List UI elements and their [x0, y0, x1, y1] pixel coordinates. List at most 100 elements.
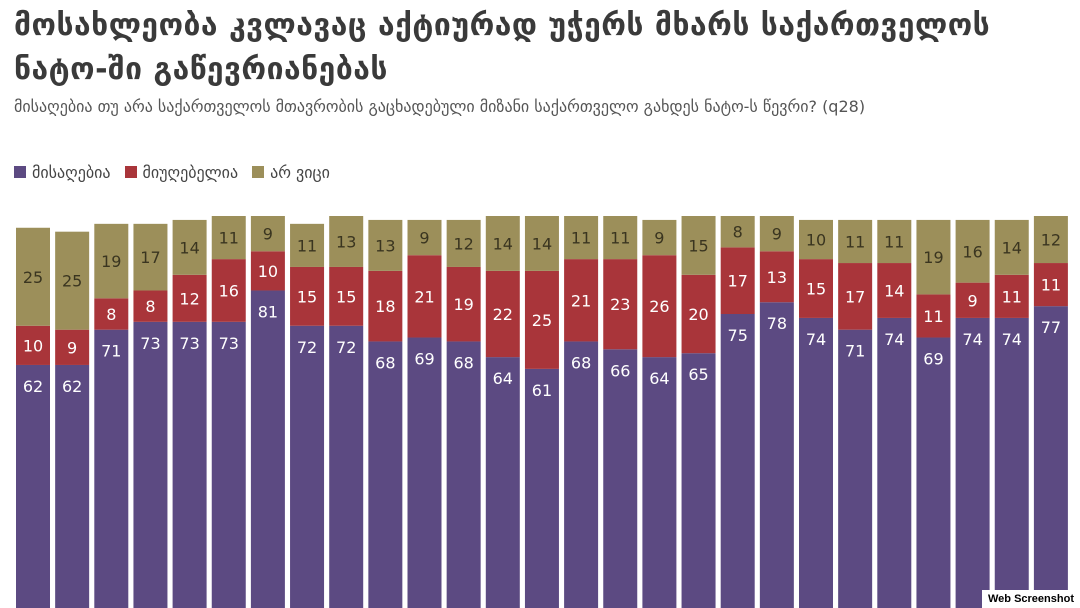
data-label-unaccept: 21 [414, 287, 434, 306]
bar-segment-accept [877, 317, 912, 608]
data-label-dontknow: 14 [179, 238, 199, 257]
data-label-accept: 73 [219, 334, 239, 353]
data-label-dontknow: 16 [962, 242, 982, 261]
bar-segment-unaccept [759, 251, 794, 303]
bar-segment-unaccept [799, 259, 833, 318]
data-label-dontknow: 8 [733, 223, 743, 242]
bar-segment-unaccept [55, 329, 90, 365]
data-label-unaccept: 18 [375, 297, 395, 316]
bar-segment-dontknow [524, 216, 559, 271]
bar-segment-unaccept [642, 255, 677, 358]
data-label-unaccept: 9 [67, 338, 77, 357]
data-label-unaccept: 11 [923, 307, 943, 326]
bar-segment-dontknow [446, 219, 481, 267]
data-label-unaccept: 10 [23, 336, 43, 355]
legend: მისაღებია მიუღებელია არ ვიცი [14, 160, 330, 184]
data-label-dontknow: 19 [923, 248, 943, 267]
bar-segment-unaccept [1033, 263, 1068, 307]
bar-segment-accept [642, 357, 677, 608]
data-label-dontknow: 15 [688, 236, 708, 255]
data-label-unaccept: 10 [258, 262, 278, 281]
legend-label-dontknow: არ ვიცი [270, 162, 330, 182]
data-label-unaccept: 14 [884, 281, 904, 300]
bar-segment-accept [211, 321, 246, 608]
bar-segment-dontknow [916, 219, 951, 295]
data-label-dontknow: 14 [1002, 238, 1022, 257]
bar-segment-dontknow [407, 219, 442, 256]
data-label-accept: 62 [23, 377, 43, 396]
bar-segment-unaccept [250, 251, 285, 291]
data-label-unaccept: 15 [336, 287, 356, 306]
data-label-accept: 71 [845, 342, 865, 361]
data-label-unaccept: 26 [649, 297, 669, 316]
data-label-accept: 74 [962, 330, 982, 349]
data-label-dontknow: 11 [571, 229, 591, 248]
data-label-dontknow: 14 [532, 234, 552, 253]
bar-segment-dontknow [759, 216, 794, 252]
data-label-unaccept: 16 [219, 281, 239, 300]
data-label-unaccept: 17 [728, 272, 748, 291]
bar-segment-dontknow [485, 216, 520, 271]
data-label-unaccept: 25 [532, 311, 552, 330]
data-label-accept: 69 [923, 350, 943, 369]
legend-item-dontknow: არ ვიცი [252, 163, 330, 182]
bar-segment-accept [838, 329, 873, 608]
bar-segment-dontknow [955, 219, 990, 283]
bar-segment-accept [368, 341, 403, 608]
data-label-unaccept: 13 [767, 268, 787, 287]
legend-swatch-accept [14, 166, 26, 178]
bar-segment-accept [1033, 306, 1068, 608]
data-label-unaccept: 8 [145, 297, 155, 316]
bar-segment-dontknow [172, 219, 207, 275]
bar-segment-accept [603, 349, 638, 608]
bar-segment-accept [994, 317, 1029, 608]
bar-segment-accept [759, 302, 794, 608]
bar-segment-accept [55, 364, 90, 608]
bar-segment-accept [94, 329, 129, 608]
bar-segment-dontknow [720, 216, 755, 248]
bar-segment-dontknow [368, 219, 403, 271]
legend-swatch-dontknow [252, 166, 265, 178]
data-label-unaccept: 15 [297, 287, 317, 306]
bar-segment-accept [485, 357, 520, 608]
data-label-accept: 73 [179, 334, 199, 353]
bar-segment-unaccept [955, 282, 990, 318]
data-label-accept: 72 [297, 338, 317, 357]
data-label-accept: 77 [1041, 318, 1061, 337]
web-screenshot-badge: Web Screenshot [982, 590, 1080, 608]
bar-segment-unaccept [838, 263, 873, 330]
data-label-dontknow: 17 [140, 248, 160, 267]
bar-segment-dontknow [877, 219, 912, 264]
legend-item-unaccept: მიუღებელია [124, 162, 239, 182]
bar-segment-dontknow [329, 216, 364, 267]
bar-segment-unaccept [994, 274, 1029, 318]
bar-segment-unaccept [446, 266, 481, 342]
data-label-unaccept: 22 [493, 305, 513, 324]
data-label-accept: 64 [493, 369, 513, 388]
data-label-unaccept: 11 [1041, 276, 1061, 295]
data-label-accept: 61 [532, 381, 552, 400]
chart-title: მოსახლეობა კვლავაც აქტიურად უჭერს მხარს … [14, 8, 991, 87]
data-label-dontknow: 11 [845, 232, 865, 251]
bar-segment-accept [133, 321, 168, 608]
legend-label-unaccept: მიუღებელია [142, 162, 239, 182]
bar-segment-accept [799, 317, 833, 608]
data-label-accept: 68 [375, 353, 395, 372]
data-label-dontknow: 10 [806, 231, 826, 250]
bar-segment-unaccept [290, 266, 325, 326]
bar-segment-unaccept [94, 298, 129, 330]
data-label-accept: 75 [728, 326, 748, 345]
bar-segment-unaccept [16, 325, 50, 365]
bar-segment-unaccept [368, 270, 403, 342]
data-label-accept: 64 [649, 369, 669, 388]
bar-segment-accept [446, 341, 481, 608]
bar-segment-dontknow [603, 216, 638, 260]
bar-segment-dontknow [994, 219, 1029, 275]
data-label-dontknow: 12 [1041, 231, 1061, 250]
data-label-accept: 74 [1002, 330, 1022, 349]
bar-segment-unaccept [720, 247, 755, 314]
chart-subtitle: მისაღებია თუ არა საქართველოს მთავრობის გ… [14, 97, 866, 116]
bar-segment-unaccept [329, 266, 364, 326]
bar-segment-unaccept [407, 255, 442, 338]
data-label-unaccept: 19 [453, 295, 473, 314]
